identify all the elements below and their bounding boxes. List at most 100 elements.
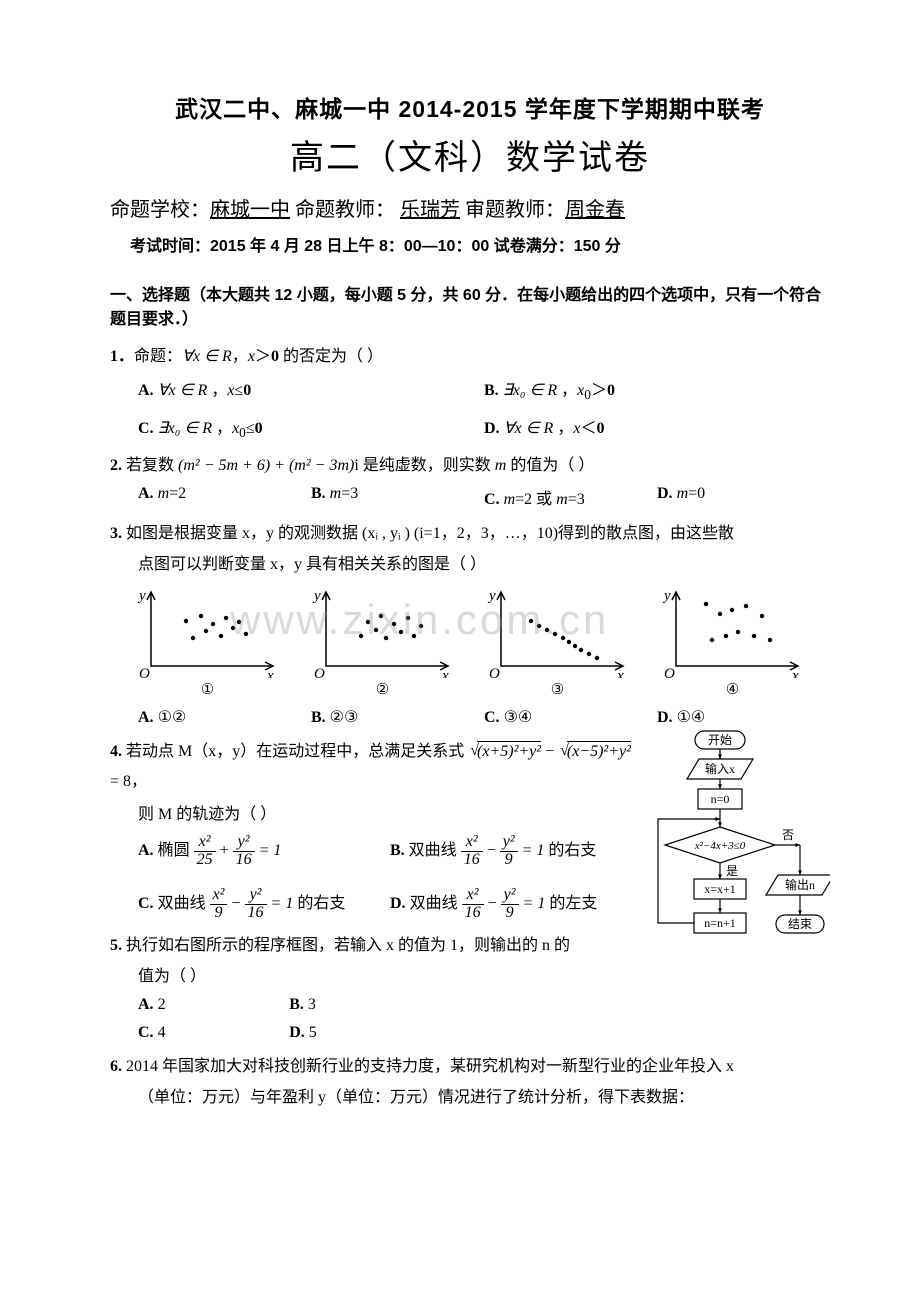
q2-opt-c: C. m=2 或 m=3 <box>484 485 657 509</box>
q5-stem-2: 值为（ ） <box>138 962 642 992</box>
scatter-2: y x O ② <box>308 588 458 699</box>
svg-text:y: y <box>487 588 496 604</box>
q1-options: A. ∀x ∈ R ，x≤0 B. ∃x₀ ∈ R ，x0＞0 C. ∃x₀ ∈… <box>138 376 830 440</box>
svg-text:x=x+1: x=x+1 <box>704 882 736 896</box>
exam-title-line2: 高二（文科）数学试卷 <box>110 130 830 179</box>
q4-stem-1-end: ， <box>131 773 147 790</box>
q5-opt-d: D. 5 <box>289 1024 642 1042</box>
svg-text:y: y <box>662 588 671 604</box>
q6-number: 6. <box>110 1058 126 1075</box>
q3-opt-d: D. ①④ <box>657 707 830 727</box>
svg-text:输出n: 输出n <box>785 877 815 892</box>
q3-number: 3. <box>110 525 126 542</box>
svg-text:O: O <box>489 666 500 678</box>
q2-stem: 若复数 (m² − 5m + 6) + (m² − 3m)i 是纯虚数，则实数 … <box>126 457 594 474</box>
svg-text:x²−4x+3≤0: x²−4x+3≤0 <box>694 840 746 852</box>
q1-opt-a: A. ∀x ∈ R ，x≤0 <box>138 376 484 403</box>
scatter-plot-2: y x O <box>308 588 458 678</box>
flowchart-svg: 开始输入x n=0 x²−4x+3≤0 是 x=x+1 n=n+1 否输出n 结束 <box>650 727 830 1027</box>
svg-text:y: y <box>312 588 321 604</box>
q3-scatter-row: y x O ① y x O ② y x O ③ y x O ④ <box>120 588 820 699</box>
q5-opt-c: C. 4 <box>138 1024 289 1042</box>
q3-opt-c: C. ③④ <box>484 707 657 727</box>
q1-number: 1． <box>110 348 134 365</box>
q4-opt-a: A. 椭圆 x²25 + y²16 = 1 <box>138 834 390 869</box>
q3-stem-2: 点图可以判断变量 x，y 具有相关关系的图是（ ） <box>138 550 830 580</box>
question-3: 3. 如图是根据变量 x，y 的观测数据 (xᵢ , yᵢ ) (i=1，2，3… <box>110 519 830 549</box>
info-reviewer: 周金春 <box>565 199 625 221</box>
q2-opt-d: D. m=0 <box>657 485 830 509</box>
svg-text:是: 是 <box>726 864 738 878</box>
q6-stem-1: 2014 年国家加大对科技创新行业的支持力度，某研究机构对一新型行业的企业年投入… <box>126 1058 734 1075</box>
q2-opt-a: A. m=2 <box>138 485 311 509</box>
q3-opt-b: B. ②③ <box>311 707 484 727</box>
exam-time: 考试时间：2015 年 4 月 28 日上午 8：00—10：00 试卷满分：1… <box>130 232 830 256</box>
scatter-label-4: ④ <box>658 680 808 699</box>
question-4: 4. 若动点 M（x，y）在运动过程中，总满足关系式 (x+5)²+y² − (… <box>110 737 642 798</box>
q3-stem-1: 如图是根据变量 x，y 的观测数据 (xᵢ , yᵢ ) (i=1，2，3，…，… <box>126 525 734 542</box>
question-1: 1．命题：∀x ∈ R，x＞0 的否定为（ ） <box>110 342 830 372</box>
q2-options: A. m=2 B. m=3 C. m=2 或 m=3 D. m=0 <box>138 485 830 509</box>
info-teacher-label: 命题教师： <box>290 199 400 221</box>
scatter-plot-3: y x O <box>483 588 633 678</box>
question-6: 6. 2014 年国家加大对科技创新行业的支持力度，某研究机构对一新型行业的企业… <box>110 1052 830 1082</box>
svg-text:否: 否 <box>782 828 794 842</box>
q2-opt-b: B. m=3 <box>311 485 484 509</box>
q5-stem-1: 执行如右图所示的程序框图，若输入 x 的值为 1，则输出的 n 的 <box>126 937 570 954</box>
svg-text:n=0: n=0 <box>711 792 730 806</box>
svg-text:输入x: 输入x <box>705 761 735 776</box>
svg-text:x: x <box>616 668 624 678</box>
svg-text:O: O <box>314 666 325 678</box>
q4-number: 4. <box>110 743 126 760</box>
scatter-label-2: ② <box>308 680 458 699</box>
q5-opt-b: B. 3 <box>289 996 642 1014</box>
q4-sqrt1: (x+5)²+y² <box>468 737 541 767</box>
info-reviewer-label: 审题教师： <box>460 199 565 221</box>
q5-opt-a: A. 2 <box>138 996 289 1014</box>
section-1-title: 一、选择题（本大题共 12 小题，每小题 5 分，共 60 分．在每小题给出的四… <box>110 284 830 332</box>
scatter-3: y x O ③ <box>483 588 633 699</box>
svg-text:O: O <box>139 666 150 678</box>
q4-opt-c: C. 双曲线 x²9 − y²16 = 1 的右支 <box>138 887 390 922</box>
q3-options: A. ①② B. ②③ C. ③④ D. ①④ <box>138 707 830 727</box>
exam-title-line1: 武汉二中、麻城一中 2014-2015 学年度下学期期中联考 <box>110 90 830 124</box>
scatter-4: y x O ④ <box>658 588 808 699</box>
q2-number: 2. <box>110 457 126 474</box>
scatter-plot-4: y x O <box>658 588 808 678</box>
scatter-label-3: ③ <box>483 680 633 699</box>
exam-info: 命题学校：麻城一中 命题教师： 乐瑞芳 审题教师：周金春 <box>110 193 830 222</box>
q5-number: 5. <box>110 937 126 954</box>
svg-text:n=n+1: n=n+1 <box>704 916 736 930</box>
q5-options: A. 2 B. 3 C. 4 D. 5 <box>138 996 642 1042</box>
question-2: 2. 若复数 (m² − 5m + 6) + (m² − 3m)i 是纯虚数，则… <box>110 451 830 481</box>
svg-text:y: y <box>137 588 146 604</box>
svg-text:x: x <box>791 668 799 678</box>
scatter-1: y x O ① <box>133 588 283 699</box>
q4-opt-b: B. 双曲线 x²16 − y²9 = 1 的右支 <box>390 834 642 869</box>
q1-opt-c: C. ∃x₀ ∈ R ，x0≤0 <box>138 414 484 441</box>
question-5: 5. 执行如右图所示的程序框图，若输入 x 的值为 1，则输出的 n 的 <box>110 931 642 961</box>
scatter-plot-1: y x O <box>133 588 283 678</box>
q1-opt-b: B. ∃x₀ ∈ R ，x0＞0 <box>484 376 830 403</box>
q3-opt-a: A. ①② <box>138 707 311 727</box>
svg-text:x: x <box>266 668 274 678</box>
svg-text:O: O <box>664 666 675 678</box>
q4-sqrt2: (x−5)²+y² <box>558 737 631 767</box>
q1-stem-b: ∀x ∈ R <box>182 348 232 365</box>
q4-stem-1: 若动点 M（x，y）在运动过程中，总满足关系式 <box>126 743 468 760</box>
q1-stem-a: 命题： <box>134 348 182 365</box>
q4-stem-2: 则 M 的轨迹为（ ） <box>138 800 642 830</box>
svg-text:结束: 结束 <box>788 917 812 931</box>
q6-stem-2: （单位：万元）与年盈利 y（单位：万元）情况进行了统计分析，得下表数据： <box>138 1083 830 1113</box>
flowchart: 开始输入x n=0 x²−4x+3≤0 是 x=x+1 n=n+1 否输出n 结束 <box>650 727 830 1027</box>
svg-text:x: x <box>441 668 449 678</box>
info-teacher: 乐瑞芳 <box>400 199 460 221</box>
q4-options: A. 椭圆 x²25 + y²16 = 1 B. 双曲线 x²16 − y²9 … <box>138 834 642 921</box>
info-school: 麻城一中 <box>210 199 290 221</box>
q4-opt-d: D. 双曲线 x²16 − y²9 = 1 的左支 <box>390 887 642 922</box>
svg-text:开始: 开始 <box>708 733 732 747</box>
scatter-label-1: ① <box>133 680 283 699</box>
info-school-label: 命题学校： <box>110 199 210 221</box>
q1-opt-d: D. ∀x ∈ R ，x＜0 <box>484 414 830 441</box>
q1-stem-c: ，x＞0 的否定为（ ） <box>232 348 383 365</box>
